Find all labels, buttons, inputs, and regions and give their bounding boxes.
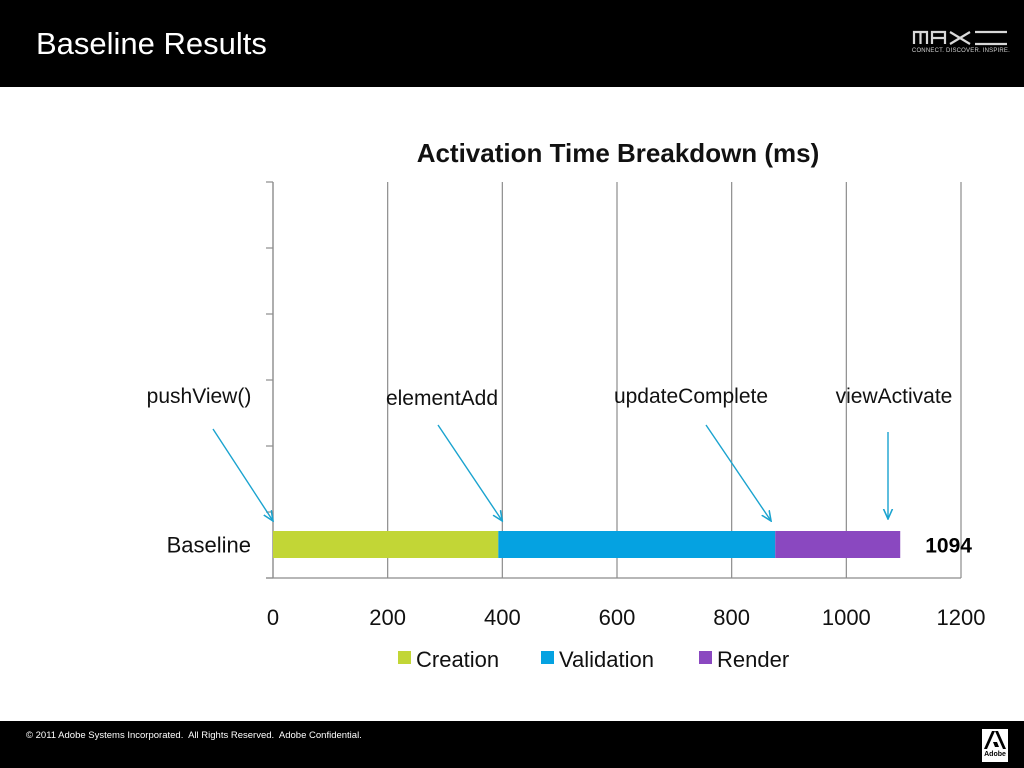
bar-creation [273,531,499,558]
legend-swatch-render [699,651,712,664]
x-tick-label: 600 [599,605,636,630]
legend-swatch-creation [398,651,411,664]
annotation-arrow [212,428,273,521]
x-tick-label: 200 [369,605,406,630]
annotation-label: viewActivate [836,385,953,408]
annotation-label: pushView() [147,385,252,408]
x-tick-label: 800 [713,605,750,630]
legend-label: Validation [559,647,654,672]
bar-validation [498,531,776,558]
legend-label: Render [717,647,789,672]
annotation-arrow [705,424,771,521]
legend-swatch-validation [541,651,554,664]
slide-title: Baseline Results [36,26,267,61]
legend-label: Creation [416,647,499,672]
chart-title: Activation Time Breakdown (ms) [417,138,820,168]
adobe-logo-icon: Adobe [982,729,1008,762]
chart: Activation Time Breakdown (ms) Baseline 1… [147,138,986,672]
x-tick-label: 1200 [937,605,986,630]
annotation-label: updateComplete [614,385,768,408]
footer-copyright: © 2011 Adobe Systems Incorporated. All R… [26,730,362,741]
bar-render [775,531,901,558]
x-tick-label: 400 [484,605,521,630]
adobe-label: Adobe [984,751,1006,758]
x-tick-label: 1000 [822,605,871,630]
category-label: Baseline [167,533,251,558]
annotation-label: elementAdd [386,387,498,410]
logo-tagline: CONNECT. DISCOVER. INSPIRE. [911,48,1010,54]
annotation-arrow [437,424,502,521]
header-bar: Baseline Results CONNECT. DISCOVER. INSP… [0,0,1024,87]
max-logo-icon: CONNECT. DISCOVER. INSPIRE. [910,28,1010,60]
x-tick-label: 0 [267,605,279,630]
total-label: 1094 [925,535,972,558]
footer-bar: © 2011 Adobe Systems Incorporated. All R… [0,721,1024,768]
